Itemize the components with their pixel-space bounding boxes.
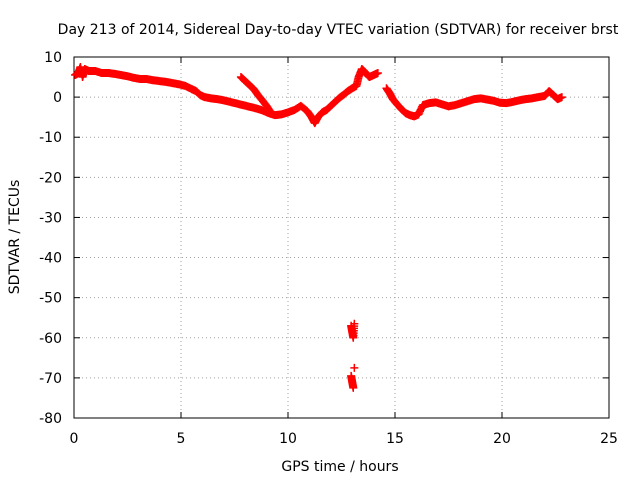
y-tick-label: -20 xyxy=(39,170,62,186)
y-tick-label: -40 xyxy=(39,251,62,267)
x-tick-label: 10 xyxy=(279,431,297,447)
y-axis-ticks: 10 0 -10 -20 -30 -40 -50 -60 -70 -80 xyxy=(39,50,609,427)
y-tick-label: -50 xyxy=(39,291,62,307)
data-point xyxy=(266,107,275,116)
grid-lines xyxy=(74,57,609,418)
x-tick-label: 0 xyxy=(70,431,79,447)
data-point xyxy=(373,69,382,78)
x-axis-ticks: 0 5 10 15 20 25 xyxy=(70,57,618,447)
y-tick-label: 10 xyxy=(44,50,62,66)
x-tick-label: 5 xyxy=(177,431,186,447)
y-axis-label: SDTVAR / TECUs xyxy=(7,180,23,295)
y-tick-label: -70 xyxy=(39,371,62,387)
x-tick-label: 25 xyxy=(600,431,618,447)
plot-frame xyxy=(73,56,610,419)
x-tick-label: 15 xyxy=(386,431,404,447)
y-tick-label: -60 xyxy=(39,331,62,347)
x-tick-label: 20 xyxy=(493,431,511,447)
y-tick-label: -10 xyxy=(39,130,62,146)
y-tick-label: -30 xyxy=(39,210,62,226)
x-axis-label: GPS time / hours xyxy=(281,459,398,475)
data-point xyxy=(350,322,359,331)
y-tick-label: -80 xyxy=(39,411,62,427)
data-point xyxy=(557,93,566,102)
data-series xyxy=(71,63,566,392)
data-point xyxy=(350,363,359,372)
data-point xyxy=(349,382,358,391)
chart-title: Day 213 of 2014, Sidereal Day-to-day VTE… xyxy=(58,22,619,38)
y-tick-label: 0 xyxy=(53,90,62,106)
